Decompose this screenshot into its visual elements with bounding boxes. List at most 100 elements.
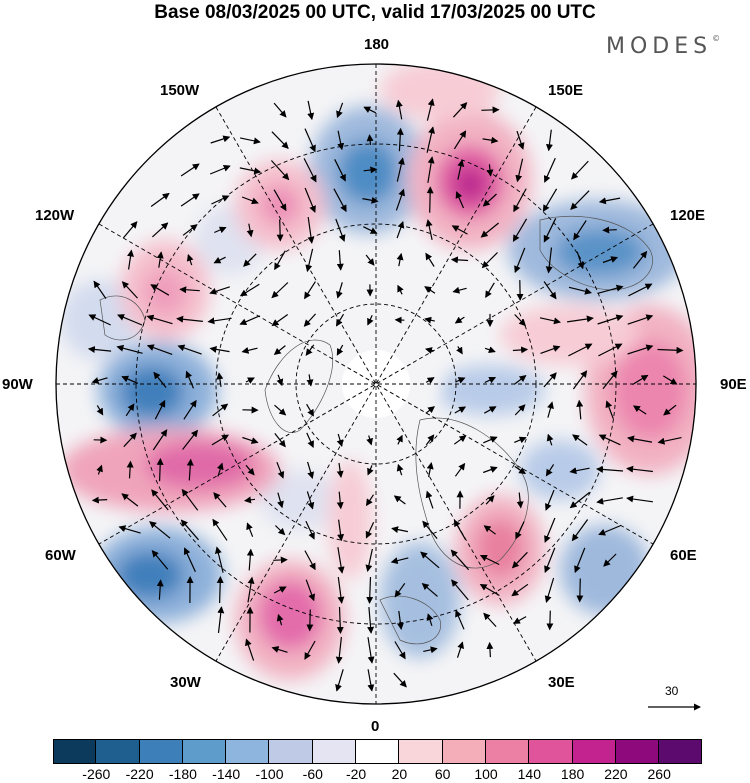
wind-vector (453, 435, 467, 445)
wind-vector (396, 610, 404, 630)
wind-vector (207, 317, 232, 325)
wind-vector (425, 377, 435, 384)
wind-vector (271, 314, 289, 327)
wind-vector (452, 286, 467, 294)
wind-vector (451, 579, 469, 601)
wind-vector (245, 464, 255, 476)
wind-vector (273, 102, 287, 118)
wind-vector (336, 433, 344, 447)
wind-vector (396, 127, 404, 152)
wind-vector (598, 343, 623, 357)
wind-vector (426, 98, 435, 121)
wind-vector (451, 225, 468, 235)
wind-vector (486, 641, 494, 658)
wind-vector (453, 130, 467, 150)
wind-vector (154, 399, 166, 420)
wind-vector (605, 400, 614, 419)
wind-vector (365, 254, 375, 266)
colorbar-swatch (53, 739, 97, 764)
lon-label-30e: 30E (548, 674, 575, 691)
lon-label-150e: 150E (548, 82, 584, 99)
wind-vector (455, 377, 466, 384)
wind-vector (146, 314, 173, 325)
wind-vector (366, 435, 373, 446)
wind-vector (513, 374, 527, 385)
wind-vector (511, 583, 529, 597)
wind-vector (276, 219, 284, 242)
wind-vector (485, 282, 495, 299)
wind-vector (88, 314, 111, 326)
colorbar-tick-label: 20 (391, 766, 408, 782)
wind-vector (543, 372, 557, 388)
wind-vector (337, 577, 345, 604)
wind-vector (602, 226, 617, 234)
wind-vector (186, 253, 194, 266)
wind-vector (212, 518, 228, 541)
wind-vector (303, 313, 317, 327)
lon-label-30w: 30W (170, 674, 201, 691)
wind-vector (598, 434, 621, 446)
wind-vector (91, 377, 108, 384)
colorbar-tick-label: -180 (168, 766, 197, 782)
wind-vector (480, 222, 499, 238)
wind-vector (545, 464, 555, 477)
wind-vector (307, 461, 315, 480)
wind-vector (545, 489, 555, 511)
wind-vector (479, 583, 500, 597)
wind-vector (596, 497, 623, 505)
wind-vector (363, 166, 378, 174)
wind-vector (597, 284, 624, 294)
wind-vector (335, 669, 344, 692)
wind-vector (569, 467, 590, 475)
wind-vector (632, 405, 647, 415)
brand-logo: MODES© (606, 34, 721, 59)
wind-vector (393, 672, 407, 688)
wind-vector (425, 490, 434, 509)
lon-label-150w: 150W (160, 82, 200, 99)
wind-vector (271, 131, 289, 150)
graticule (56, 64, 696, 704)
wind-vector (217, 606, 225, 633)
wind-vector (421, 582, 438, 597)
wind-vector (117, 314, 143, 326)
wind-vector (454, 316, 465, 324)
wind-vector (657, 437, 682, 445)
wind-vector (423, 646, 438, 654)
wind-vector (183, 399, 197, 420)
wind-vector (212, 403, 229, 417)
wind-vector (484, 406, 497, 414)
wind-vector (390, 557, 409, 565)
colorbar-tick-label: -140 (212, 766, 241, 782)
wind-vector (182, 429, 199, 450)
wind-vector (336, 282, 343, 299)
wind-vector (426, 126, 435, 153)
wind-vector (422, 520, 438, 539)
wind-vector (657, 346, 684, 354)
wind-vector (242, 436, 259, 444)
wind-vector (363, 226, 378, 234)
wind-vector (367, 315, 374, 326)
wind-vector (512, 346, 529, 354)
wind-vector (366, 576, 374, 604)
wind-vector (337, 519, 345, 542)
wind-vector (362, 196, 379, 204)
wind-vector (305, 520, 315, 540)
wind-vector (214, 546, 224, 573)
wind-vector (180, 163, 200, 177)
wind-vector (306, 432, 314, 449)
wind-vector (337, 130, 345, 151)
wind-vector (571, 519, 589, 542)
wind-vector (213, 492, 227, 508)
wind-vector (91, 496, 108, 504)
wind-vector (456, 641, 464, 658)
wind-vector (568, 286, 592, 295)
colorbar-tick-label: -220 (125, 766, 154, 782)
wind-vector (336, 250, 344, 271)
wind-vector (511, 551, 528, 569)
wind-vector (425, 219, 433, 241)
wind-vector (216, 462, 224, 477)
wind-vector (540, 345, 561, 354)
wind-vector (576, 251, 585, 270)
wind-vector (544, 577, 555, 603)
